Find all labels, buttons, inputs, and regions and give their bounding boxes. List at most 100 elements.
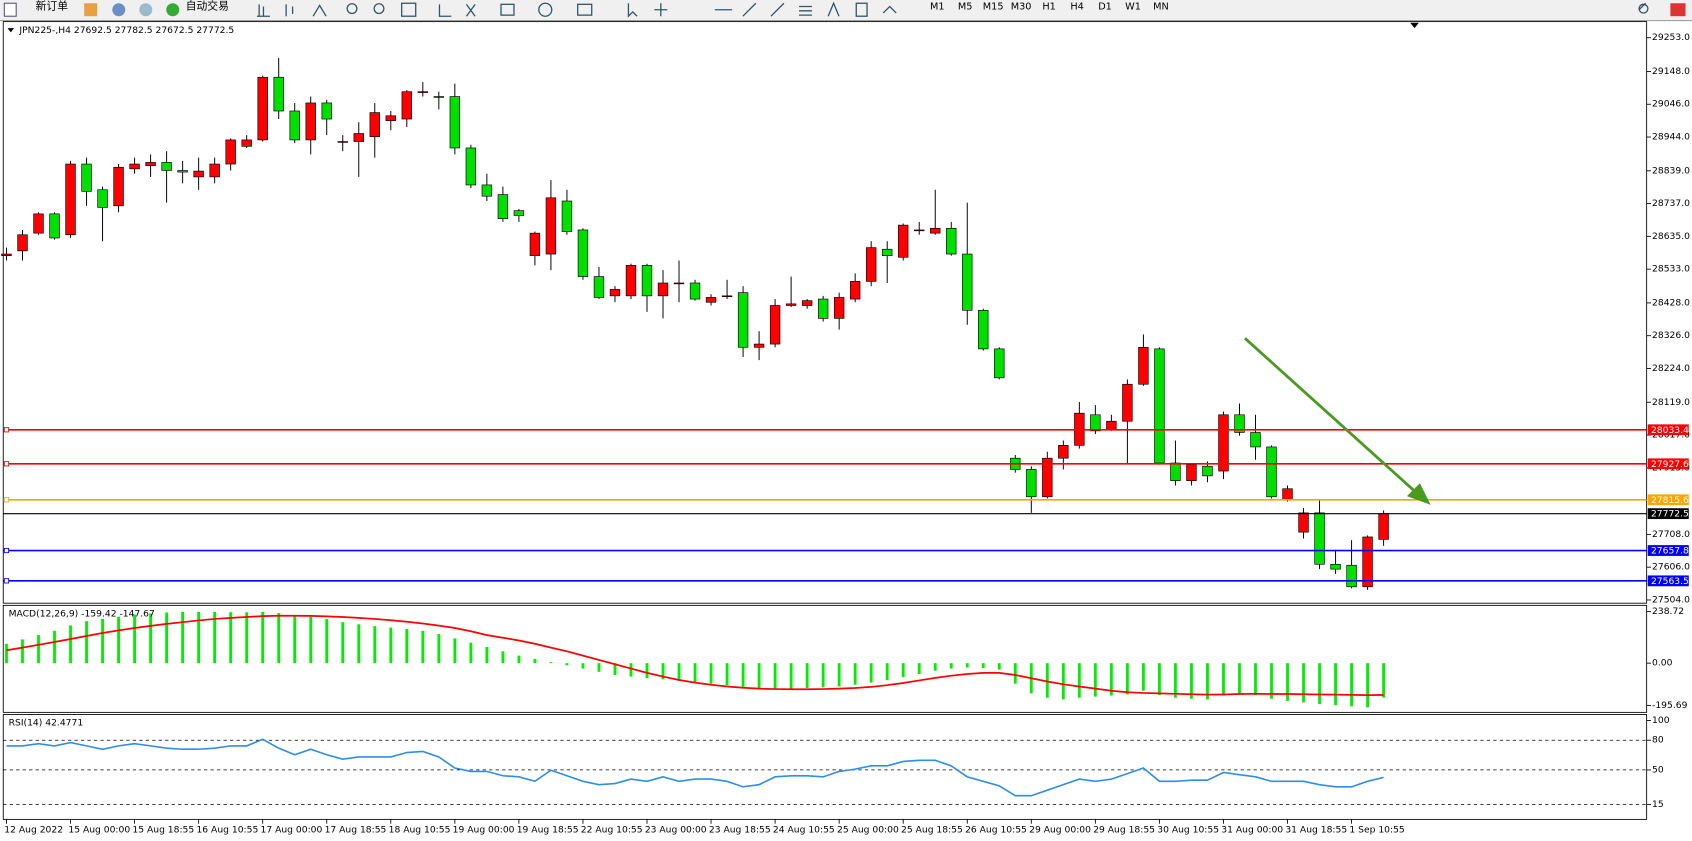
candle-body (33, 213, 44, 234)
candle-body (545, 197, 557, 255)
candle-body (785, 303, 797, 306)
candle-body (81, 163, 92, 192)
y-tick-label: 28533.0 (1652, 264, 1690, 275)
candle-body (914, 229, 925, 232)
x-tick-label: 23 Aug 18:55 (709, 825, 771, 836)
icon (465, 3, 476, 17)
trend-arrow (1244, 337, 1431, 505)
rsi-line (6, 738, 1384, 797)
candle-body (721, 295, 733, 298)
candle-body (49, 213, 60, 239)
y-tick-label: 28944.0 (1652, 132, 1690, 143)
timeframe-button[interactable]: M15 (983, 1, 1004, 12)
y-tick-label: 29046.0 (1652, 99, 1690, 110)
macd-signal-line (6, 614, 1384, 696)
candle-body (1218, 414, 1229, 472)
candle-body (1090, 414, 1101, 432)
candle-body (609, 289, 621, 297)
candle-body (417, 91, 428, 93)
icon (285, 4, 294, 17)
icon (3, 2, 17, 17)
y-tick-label: 50 (1652, 764, 1664, 775)
candle-body (1282, 488, 1293, 501)
x-tick-label: 19 Aug 00:00 (453, 825, 515, 836)
candle-body (882, 248, 893, 256)
candle-body (898, 224, 909, 258)
candle-body (1234, 414, 1245, 433)
new-order-button[interactable]: 新订单 (36, 0, 69, 12)
icon (577, 3, 593, 16)
timeframe-button[interactable]: H1 (1042, 1, 1055, 12)
candle-body (1266, 446, 1277, 498)
icon (714, 2, 812, 17)
price-label-box (1647, 508, 1689, 520)
timeframe-button[interactable]: M5 (958, 1, 973, 12)
candle-body (705, 297, 717, 303)
timeframe-button[interactable]: H4 (1070, 1, 1083, 12)
candle-body (1314, 512, 1325, 565)
candle-body (657, 282, 669, 297)
icon (882, 5, 897, 14)
price-title: JPN225-,H4 27692.5 27782.5 27672.5 27772… (18, 25, 234, 36)
x-tick-label: 25 Aug 18:55 (901, 825, 963, 836)
y-tick-label: 238.72 (1652, 606, 1684, 617)
y-tick-label: 28119.0 (1652, 397, 1690, 408)
auto-trading-button[interactable]: 自动交易 (186, 0, 229, 12)
icon (401, 2, 417, 17)
x-tick-label: 31 Aug 18:55 (1285, 825, 1347, 836)
x-tick-label: 29 Aug 00:00 (1029, 825, 1091, 836)
candle-body (241, 139, 252, 147)
candle-body (753, 343, 765, 348)
x-tick-label: 1 Sep 10:55 (1349, 825, 1405, 836)
macd-panel (2, 604, 1648, 713)
candle-body (497, 194, 509, 220)
y-tick-label: 28839.0 (1652, 165, 1690, 176)
candle-body (1186, 464, 1197, 482)
candle-body (577, 229, 589, 277)
candle-body (1330, 563, 1341, 570)
candle-body (257, 76, 268, 141)
toolbar-icons: 新订单 自动交易 (3, 0, 1686, 18)
arrow-head (1406, 483, 1431, 505)
candle-body (625, 264, 637, 297)
candle-body (449, 96, 461, 149)
timeframe-button[interactable]: M1 (930, 1, 945, 12)
x-tick-label: 18 Aug 10:55 (389, 825, 451, 836)
candle-body (1362, 536, 1373, 588)
timeframe-button[interactable]: D1 (1098, 1, 1112, 12)
icon (500, 3, 515, 16)
toolbar (0, 0, 1692, 21)
timeframe-button[interactable]: MN (1153, 1, 1169, 12)
y-tick-label: 28224.0 (1652, 363, 1690, 374)
candle-body (353, 133, 364, 142)
candle-body (17, 234, 28, 252)
icon (112, 3, 126, 17)
rsi-panel (2, 714, 1648, 820)
candle-body (337, 141, 348, 143)
candle-body (305, 102, 316, 141)
x-tick-label: 24 Aug 10:55 (773, 825, 835, 836)
icon (256, 4, 270, 17)
timeframe-button[interactable]: M30 (1011, 1, 1032, 12)
price-label-box (1647, 494, 1689, 506)
icon (654, 3, 668, 17)
candle-body (1378, 513, 1389, 540)
candle-body (177, 170, 188, 173)
icon (1638, 2, 1649, 14)
candle-body (1106, 420, 1117, 430)
icon (139, 3, 153, 17)
candle-body (737, 292, 749, 348)
candle-body (1122, 383, 1133, 422)
x-tick-label: 19 Aug 18:55 (517, 825, 579, 836)
price-label-box (1647, 545, 1689, 556)
y-tick-label: 29148.0 (1652, 66, 1690, 77)
timeframe-button[interactable]: W1 (1125, 1, 1141, 12)
y-tick-label: 27708.0 (1652, 529, 1690, 540)
price-label-box (1647, 458, 1689, 470)
price-label: 27927.6 (1651, 459, 1689, 470)
candle-body (962, 253, 973, 311)
candle-body (801, 300, 813, 306)
candle-body (561, 200, 573, 232)
candle-body (129, 163, 140, 170)
